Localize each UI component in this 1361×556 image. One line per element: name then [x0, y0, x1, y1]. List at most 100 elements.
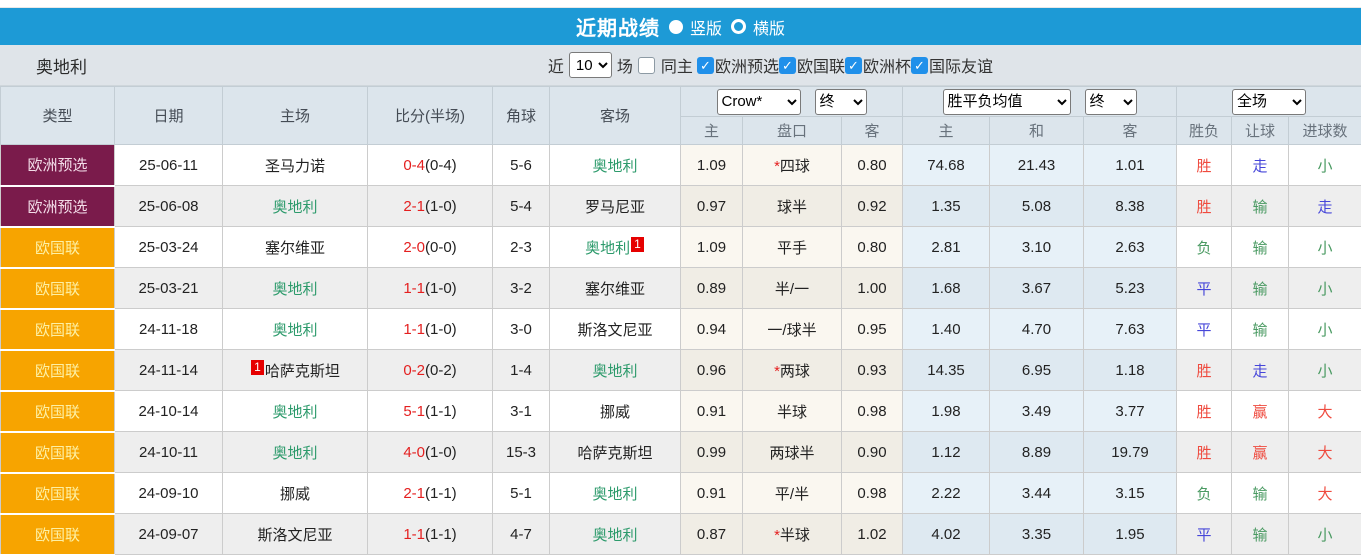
avg-draw-cell: 3.35 — [989, 513, 1085, 555]
handicap-result-cell: 输 — [1231, 267, 1290, 309]
goals-result-cell: 大 — [1288, 390, 1361, 432]
result-cell: 胜 — [1176, 390, 1233, 432]
handicap-text: 一/球半 — [767, 321, 817, 339]
handicap-text: 半球 — [779, 526, 810, 544]
filter-checkbox-1[interactable]: 欧洲预选 — [696, 53, 779, 77]
avg-lose-cell: 3.15 — [1083, 472, 1178, 514]
handicap-star-icon: * — [774, 526, 780, 544]
recent-count-select[interactable]: 10 — [568, 52, 612, 78]
result-cell: 负 — [1176, 472, 1233, 514]
handicap-result-text: 输 — [1252, 280, 1268, 298]
odds-company-select[interactable]: Crow* — [716, 88, 801, 115]
avg-lose-cell: 7.63 — [1083, 308, 1178, 350]
filter-checkbox-label[interactable]: 国际友谊 — [928, 59, 993, 76]
away-team-name: 奥地利 — [592, 362, 638, 380]
handicap-text: 四球 — [779, 157, 810, 175]
filter-checkbox-2[interactable]: 欧国联 — [778, 53, 845, 77]
result-cell: 胜 — [1176, 144, 1233, 186]
odds-home-cell: 0.87 — [680, 513, 743, 555]
radio-unselected-icon[interactable] — [731, 19, 746, 34]
odds-away-cell: 1.02 — [840, 513, 904, 555]
filter-checkbox-label[interactable]: 欧国联 — [796, 59, 845, 76]
unit-label: 场 — [616, 59, 633, 76]
handicap-result-cell: 走 — [1231, 349, 1290, 391]
goals-text: 走 — [1317, 198, 1333, 216]
odds-away-cell: 0.80 — [840, 144, 904, 186]
layout-option-vertical-label[interactable]: 竖版 — [689, 20, 722, 38]
handicap-cell: 两球半 — [742, 431, 842, 473]
away-team-cell: 塞尔维亚 — [549, 267, 681, 309]
layout-option-vertical[interactable]: 竖版 — [668, 15, 722, 39]
score-cell: 2-1(1-1) — [367, 472, 493, 514]
radio-selected-icon[interactable] — [668, 19, 683, 34]
handicap-cell: 半球 — [742, 390, 842, 432]
table-row: 欧国联 24-09-07 斯洛文尼亚 1-1(1-1) 4-7 奥地利 0.87… — [0, 513, 1361, 556]
avg-lose-cell: 1.01 — [1083, 144, 1178, 186]
filter-checkbox-4[interactable]: 国际友谊 — [910, 53, 993, 77]
checkbox-checked-icon[interactable] — [844, 56, 862, 74]
filter-checkbox-label[interactable]: 同主 — [660, 59, 693, 76]
top-strip — [0, 0, 1361, 8]
full-time-score: 4-0 — [403, 443, 425, 461]
avg-win-cell: 2.81 — [902, 226, 991, 268]
away-team-name: 奥地利 — [592, 157, 638, 175]
handicap-result-text: 走 — [1252, 157, 1268, 175]
score-cell: 1-1(1-0) — [367, 308, 493, 350]
date-cell: 24-10-11 — [114, 431, 223, 473]
table-row: 欧国联 24-09-10 挪威 2-1(1-1) 5-1 奥地利 0.91 平/… — [0, 472, 1361, 515]
odds-time-select[interactable]: 终 — [814, 88, 867, 115]
date-cell: 24-11-18 — [114, 308, 223, 350]
odds-away-cell: 1.00 — [840, 267, 904, 309]
home-team-cell: 1 哈萨克斯坦 — [222, 349, 368, 391]
corners-cell: 5-6 — [492, 144, 550, 186]
table-row: 欧国联 25-03-24 塞尔维亚 2-0(0-0) 2-3 奥地利 1 1.09… — [0, 226, 1361, 269]
checkbox-unchecked-icon[interactable] — [637, 56, 655, 74]
result-cell: 平 — [1176, 308, 1233, 350]
filter-checkbox-3[interactable]: 欧洲杯 — [844, 53, 911, 77]
filter-checkbox-label[interactable]: 欧洲杯 — [862, 59, 911, 76]
avg-draw-cell: 4.70 — [989, 308, 1085, 350]
average-type-select[interactable]: 胜平负均值 — [942, 88, 1071, 115]
checkbox-checked-icon[interactable] — [696, 56, 714, 74]
checkbox-checked-icon[interactable] — [778, 56, 796, 74]
handicap-result-cell: 赢 — [1231, 390, 1290, 432]
date-cell: 24-11-14 — [114, 349, 223, 391]
avg-lose-cell: 1.18 — [1083, 349, 1178, 391]
handicap-text: 半/一 — [774, 280, 810, 298]
scope-select[interactable]: 全场 — [1232, 88, 1307, 115]
layout-option-horizontal[interactable]: 横版 — [731, 15, 785, 39]
date-cell: 24-09-07 — [114, 513, 223, 555]
home-team-cell: 圣马力诺 — [222, 144, 368, 186]
filter-checkbox-label[interactable]: 欧洲预选 — [714, 59, 779, 76]
col-header-type: 类型 — [0, 86, 115, 145]
goals-text: 大 — [1317, 485, 1333, 503]
result-text: 平 — [1196, 321, 1212, 339]
full-time-score: 5-1 — [403, 402, 425, 420]
home-team-name: 奥地利 — [272, 198, 318, 216]
goals-result-cell: 小 — [1288, 144, 1361, 186]
corners-cell: 3-1 — [492, 390, 550, 432]
away-team-cell: 哈萨克斯坦 — [549, 431, 681, 473]
layout-option-horizontal-label[interactable]: 横版 — [753, 20, 786, 38]
score-cell: 5-1(1-1) — [367, 390, 493, 432]
odds-away-cell: 0.98 — [840, 390, 904, 432]
recent-label: 近 — [547, 59, 564, 76]
avg-win-cell: 1.35 — [902, 185, 991, 227]
handicap-cell: 平/半 — [742, 472, 842, 514]
filter-checkbox-0[interactable]: 同主 — [637, 53, 693, 77]
odds-home-cell: 1.09 — [680, 226, 743, 268]
competition-filters: 同主 欧洲预选欧国联欧洲杯国际友谊 — [637, 53, 993, 77]
checkbox-checked-icon[interactable] — [910, 56, 928, 74]
average-time-select[interactable]: 终 — [1084, 88, 1137, 115]
avg-win-cell: 1.12 — [902, 431, 991, 473]
odds-away-cell: 0.90 — [840, 431, 904, 473]
corners-cell: 2-3 — [492, 226, 550, 268]
corners-cell: 3-2 — [492, 267, 550, 309]
odds-away-cell: 0.98 — [840, 472, 904, 514]
result-cell: 胜 — [1176, 349, 1233, 391]
odds-away-cell: 0.92 — [840, 185, 904, 227]
goals-text: 小 — [1317, 239, 1333, 257]
avg-win-cell: 74.68 — [902, 144, 991, 186]
avg-win-cell: 4.02 — [902, 513, 991, 555]
odds-home-cell: 0.89 — [680, 267, 743, 309]
